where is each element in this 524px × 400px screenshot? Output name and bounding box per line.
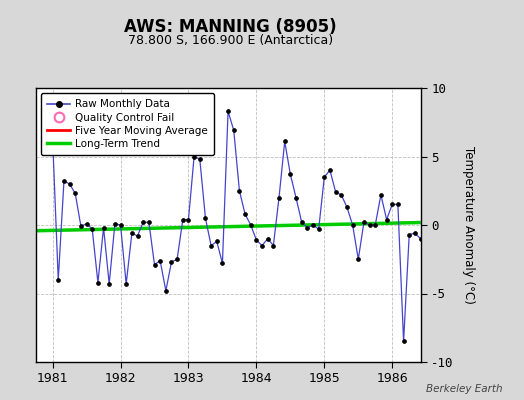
- Y-axis label: Temperature Anomaly (°C): Temperature Anomaly (°C): [462, 146, 475, 304]
- Text: AWS: MANNING (8905): AWS: MANNING (8905): [124, 18, 337, 36]
- Legend: Raw Monthly Data, Quality Control Fail, Five Year Moving Average, Long-Term Tren: Raw Monthly Data, Quality Control Fail, …: [41, 93, 214, 155]
- Text: 78.800 S, 166.900 E (Antarctica): 78.800 S, 166.900 E (Antarctica): [128, 34, 333, 47]
- Text: Berkeley Earth: Berkeley Earth: [427, 384, 503, 394]
